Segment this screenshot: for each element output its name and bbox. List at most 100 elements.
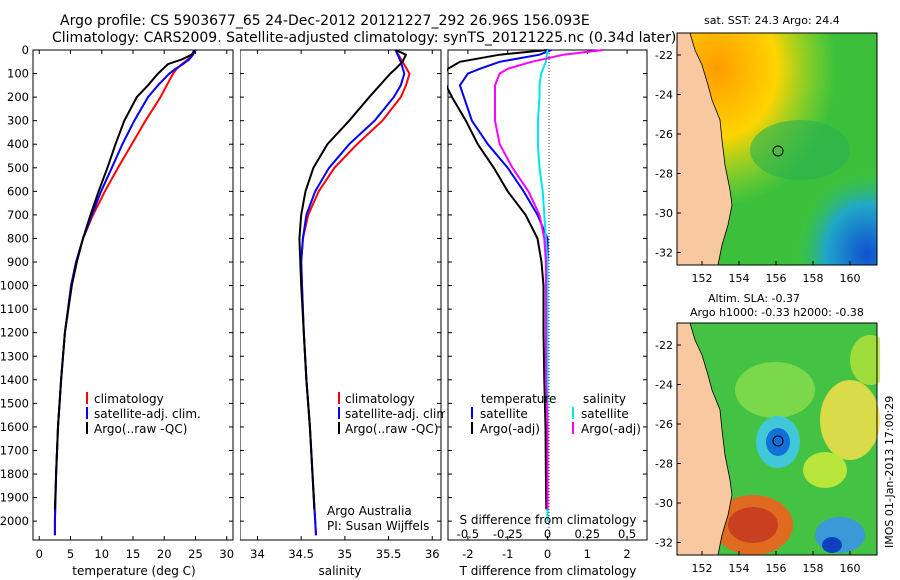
difference-x2-ticks: -0.5 -0.25 0 0.25 0.5: [457, 527, 637, 541]
map-x-tick-label: 158: [803, 562, 824, 575]
y-tick-label: 100: [7, 67, 29, 81]
map-x-tick-label: 156: [766, 562, 787, 575]
series-line-climatology: [53, 49, 196, 536]
sla-warm-patch: [820, 380, 880, 460]
x-tick-label: 30: [219, 547, 234, 561]
map-y-tick-label: -22: [655, 49, 673, 62]
x-tick-label: 5: [67, 547, 74, 561]
x2-tick-label: 0.25: [574, 527, 600, 541]
sla-map: 152 154 156 158 160 -22 -24 -26 -28 -30 -32: [655, 322, 880, 575]
sla-patch: [850, 335, 880, 385]
map-y-tick-label: -28: [655, 458, 673, 471]
temperature-lines: [53, 49, 197, 536]
difference-y-ticks: [448, 49, 647, 522]
legend-label-argo: Argo(..raw -QC): [94, 422, 187, 436]
salinity-x-ticks: 34 34.5 35 35.5 36: [250, 50, 440, 561]
x-tick-label: 34: [250, 547, 265, 561]
sla-warm-eddy-core: [728, 507, 778, 543]
salinity-y-ticks: [240, 49, 441, 522]
x-tick-label: 20: [157, 547, 172, 561]
legend-label-t-satellite: satellite: [480, 407, 528, 421]
map-y-tick-label: -24: [655, 379, 673, 392]
legend-title-salinity: salinity: [583, 392, 626, 406]
series-line-salinity-argo-adj-: [494, 49, 604, 510]
map-x-tick-label: 152: [692, 272, 713, 285]
y-tick-label: 1300: [0, 349, 29, 363]
land-australia: [677, 323, 732, 555]
map-x-tick-label: 154: [729, 272, 750, 285]
y-tick-label: 1600: [0, 420, 29, 434]
x-tick-label: -2: [462, 547, 473, 561]
y-tick-label: 300: [7, 114, 29, 128]
legend-label-s-satellite: satellite: [581, 407, 629, 421]
legend-label-satellite: satellite-adj. clim.: [94, 407, 201, 421]
sla-eddy-core: [822, 537, 842, 553]
salinity-lines: [298, 49, 411, 536]
temperature-x-ticks: 0 5 10 15 20 25 30: [36, 50, 234, 561]
annotation-argo-australia: Argo Australia: [327, 504, 412, 518]
y-tick-label: 1100: [0, 302, 29, 316]
map-y-tick-label: -26: [655, 128, 673, 141]
y-tick-label: 800: [7, 231, 29, 245]
x2-tick-label: -0.5: [457, 527, 479, 541]
map-y-tick-label: -32: [655, 247, 673, 260]
map-y-tick-label: -28: [655, 168, 673, 181]
legend-label-satellite: satellite-adj. clim.: [345, 407, 445, 421]
sst-map-title: sat. SST: 24.3 Argo: 24.4: [704, 14, 840, 27]
x-tick-label: 36: [425, 547, 440, 561]
map-x-tick-label: 158: [803, 272, 824, 285]
x-tick-label: 10: [94, 547, 109, 561]
argo-position-marker: [772, 435, 784, 447]
series-line-temperature-argo-adj-: [447, 49, 548, 510]
sla-eddy-core: [766, 428, 790, 456]
x-tick-label: 2: [623, 547, 630, 561]
difference-x-ticks: -2 -1 0 1 2: [462, 50, 631, 561]
y-tick-label: 1200: [0, 326, 29, 340]
y-tick-label: 700: [7, 208, 29, 222]
legend-label-climatology: climatology: [94, 392, 164, 406]
series-line-satellite-adj-clim-: [300, 49, 406, 536]
y-tick-label: 900: [7, 255, 29, 269]
x2-tick-label: 0: [544, 527, 551, 541]
sla-map-frame: [676, 322, 878, 556]
salinity-panel: 34 34.5 35 35.5 36 climatology satellite-adj…: [240, 49, 445, 578]
plot-title-line2: Climatology: CARS2009. Satellite-adjuste…: [52, 30, 677, 46]
difference-lines: [447, 49, 604, 522]
coastline: [689, 322, 733, 556]
map-y-tick-label: -32: [655, 537, 673, 550]
map-y-tick-label: -22: [655, 339, 673, 352]
map-y-tick-label: -24: [655, 89, 673, 102]
x-tick-label: 35: [338, 547, 353, 561]
y-tick-label: 0: [22, 43, 29, 57]
x2-tick-label: -0.25: [493, 527, 523, 541]
difference-panel: -2 -1 0 1 2 temperature satellite Argo(-adj)…: [447, 49, 648, 578]
map-x-tick-label: 152: [692, 562, 713, 575]
sst-map-ticks: 152 154 156 158 160 -22 -24 -26 -28 -30 -32: [655, 49, 860, 285]
x-tick-label: -1: [502, 547, 513, 561]
y-tick-label: 1400: [0, 373, 29, 387]
sla-patch: [803, 452, 847, 488]
land-australia: [677, 33, 732, 265]
series-line-salinity-satellite: [536, 49, 549, 522]
map-y-tick-label: -26: [655, 418, 673, 431]
sst-map: 152 154 156 158 160 -22 -24 -26 -28 -30 -32: [655, 32, 878, 285]
sla-map-ticks: 152 154 156 158 160 -22 -24 -26 -28 -30 -32: [655, 339, 860, 575]
x-tick-label: 1: [584, 547, 591, 561]
sst-map-frame: [676, 32, 878, 266]
map-x-tick-label: 160: [840, 272, 861, 285]
x2-tick-label: 0.5: [618, 527, 636, 541]
legend-label-s-argo: Argo(-adj): [581, 422, 641, 436]
temperature-panel: 0100200300400500600700800900100011001200…: [0, 43, 234, 578]
x-tick-label: 34.5: [288, 547, 314, 561]
map-x-tick-label: 154: [729, 562, 750, 575]
sst-patch: [750, 120, 850, 180]
map-x-tick-label: 160: [840, 562, 861, 575]
y-tick-label: 1900: [0, 491, 29, 505]
y-tick-label: 1000: [0, 279, 29, 293]
legend-label-t-argo: Argo(-adj): [480, 422, 540, 436]
map-x-tick-label: 156: [766, 272, 787, 285]
salinity-axes-box: [240, 49, 442, 541]
y-tick-label: 1500: [0, 396, 29, 410]
temperature-x-label: temperature (deg C): [72, 564, 195, 578]
argo-position-marker: [772, 145, 784, 157]
